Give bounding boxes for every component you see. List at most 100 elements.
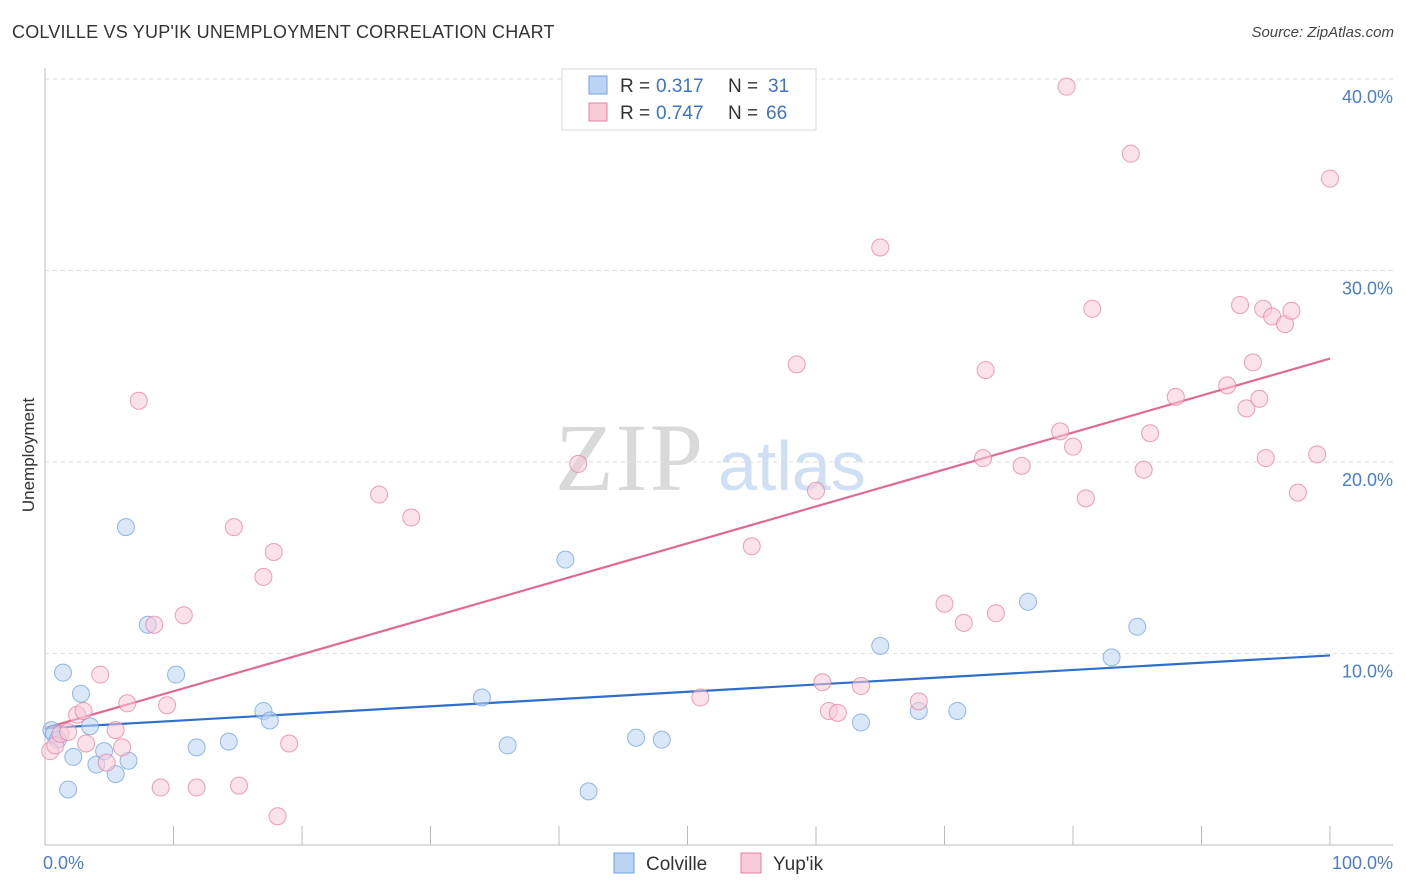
yupik-point-17 (187, 778, 206, 797)
series-legend: Colville Yup'ik (613, 852, 824, 875)
colville-point-25 (851, 713, 870, 732)
yupik-point-14 (151, 778, 170, 797)
yupik-point-58 (1256, 449, 1275, 468)
yupik-point-43 (1051, 422, 1070, 441)
x-tick-label-1: 100.0% (1332, 853, 1393, 873)
yupik-point-9 (106, 721, 125, 740)
yupik-point-13 (145, 615, 164, 634)
yupik-point-49 (1134, 460, 1153, 479)
yupik-point-27 (691, 688, 710, 707)
colville-point-30 (1102, 648, 1121, 667)
y-tick-label-2: 30.0% (1342, 279, 1393, 299)
yupik-point-39 (974, 449, 993, 468)
chart-title: COLVILLE VS YUP'IK UNEMPLOYMENT CORRELAT… (12, 22, 555, 42)
colville-point-5 (64, 747, 83, 766)
yupik-point-47 (1083, 299, 1102, 318)
yupik-point-41 (986, 604, 1005, 623)
yupik-point-28 (742, 537, 761, 556)
colville-trend-line (44, 654, 1331, 730)
yupik-point-56 (1250, 389, 1269, 408)
colville-point-23 (627, 728, 646, 747)
yupik-point-29 (787, 355, 806, 374)
yupik-point-55 (1243, 353, 1262, 372)
colville-point-6 (71, 684, 90, 703)
yupik-point-18 (224, 518, 243, 537)
yupik-point-12 (129, 391, 148, 410)
yupik-point-11 (118, 694, 137, 713)
yupik-point-62 (1288, 483, 1307, 502)
yupik-point-52 (1218, 376, 1237, 395)
yupik-point-48 (1121, 144, 1140, 163)
colville-point-12 (116, 518, 135, 537)
yupik-point-44 (1057, 77, 1076, 96)
yupik-point-25 (402, 508, 421, 527)
yupik-point-63 (1308, 445, 1327, 464)
yupik-point-61 (1282, 301, 1301, 320)
yupik-point-22 (268, 807, 287, 826)
yupik-point-50 (1141, 424, 1160, 443)
yupik-point-40 (976, 361, 995, 380)
yupik-point-37 (935, 594, 954, 613)
legend-r-value-1: 0.747 (656, 103, 704, 124)
yupik-point-8 (97, 753, 116, 772)
legend-n-label-0: N = (728, 76, 758, 97)
legend-swatch-yupik (588, 102, 608, 122)
colville-point-29 (1019, 592, 1038, 611)
yupik-point-31 (813, 673, 832, 692)
yupik-trend-line (44, 357, 1331, 730)
series-legend-label-yupik: Yup'ik (773, 854, 824, 875)
grid-lines (45, 78, 1393, 654)
yupik-point-6 (77, 734, 96, 753)
colville-point-22 (579, 782, 598, 801)
yupik-point-24 (370, 485, 389, 504)
yupik-point-34 (851, 677, 870, 696)
colville-point-16 (219, 732, 238, 751)
yupik-point-46 (1076, 489, 1095, 508)
yupik-point-30 (807, 481, 825, 500)
colville-point-31 (1128, 617, 1147, 636)
yupik-point-45 (1064, 437, 1082, 456)
legend-swatch-colville (588, 75, 608, 95)
yupik-point-15 (158, 696, 177, 715)
y-tick-label-0: 10.0% (1342, 662, 1393, 682)
yupik-point-64 (1321, 169, 1339, 188)
yupik-point-19 (230, 776, 249, 795)
series-legend-label-colville: Colville (646, 854, 707, 875)
yupik-point-16 (174, 606, 193, 625)
legend: R = 0.317 N = 31 R = 0.747 N = 66 (561, 68, 817, 131)
colville-point-19 (472, 688, 491, 707)
colville-point-28 (948, 701, 967, 720)
yupik-point-36 (909, 692, 928, 711)
yupik-point-53 (1231, 295, 1250, 314)
y-tick-label-3: 40.0% (1342, 87, 1393, 107)
colville-point-7 (80, 717, 99, 736)
watermark-atlas: atlas (718, 427, 866, 505)
yupik-point-33 (828, 703, 847, 722)
yupik-point-42 (1012, 456, 1031, 475)
yupik-point-7 (91, 665, 110, 684)
yupik-point-23 (280, 734, 299, 753)
yupik-point-54 (1237, 399, 1256, 418)
yupik-point-20 (254, 567, 273, 586)
colville-point-18 (260, 711, 279, 730)
yupik-point-21 (264, 543, 283, 562)
yupik-point-26 (569, 454, 588, 473)
colville-point-26 (871, 636, 890, 655)
colville-point-24 (652, 730, 671, 749)
yupik-point-5 (74, 701, 93, 720)
x-tick-label-0: 0.0% (43, 853, 84, 873)
legend-r-label-0: R = (620, 76, 650, 97)
colville-point-14 (167, 665, 186, 684)
y-tick-label-1: 20.0% (1342, 470, 1393, 490)
legend-n-label-1: N = (728, 103, 758, 124)
legend-n-value-1: 66 (766, 103, 787, 124)
colville-point-21 (556, 550, 575, 569)
source-credit: Source: ZipAtlas.com (1251, 24, 1394, 41)
yupik-point-3 (59, 723, 78, 742)
yupik-point-38 (954, 613, 973, 632)
colville-point-20 (498, 736, 517, 755)
legend-n-value-0: 31 (768, 76, 789, 97)
tick-labels: 10.0% 20.0% 30.0% 40.0% 0.0% 100.0% (43, 87, 1393, 873)
colville-point-3 (53, 663, 72, 682)
series-legend-swatch-yupik (740, 852, 762, 874)
